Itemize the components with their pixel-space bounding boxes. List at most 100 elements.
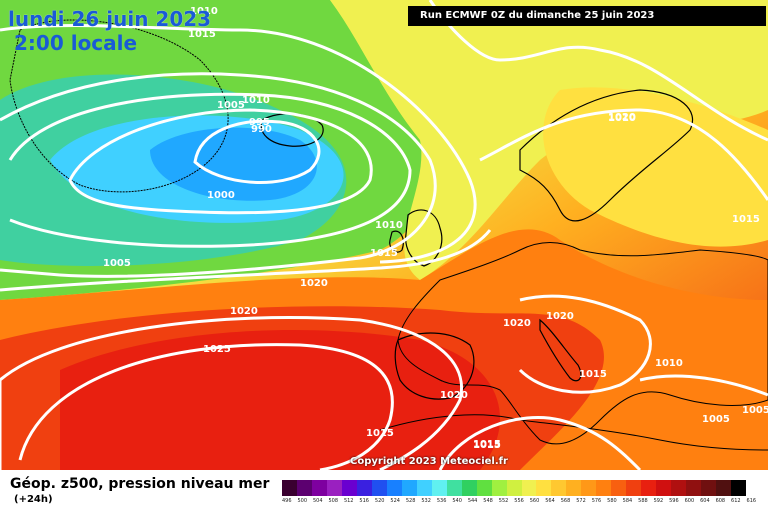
- color-scale-cell: [551, 480, 567, 496]
- color-scale-tick: 548: [483, 498, 493, 504]
- isobar-label: 1005: [103, 258, 131, 269]
- color-scale-tick: 604: [700, 498, 710, 504]
- color-scale-tick: 528: [405, 498, 416, 504]
- color-scale-tick: 560: [529, 498, 540, 504]
- color-scale-tick: 552: [498, 498, 509, 504]
- color-scale-tick: 556: [514, 498, 524, 504]
- scandinavia-coastline: [519, 89, 694, 222]
- color-scale-cell: [506, 480, 522, 496]
- color-scale-cell: [446, 480, 462, 496]
- isobar-label: 1025: [203, 344, 231, 355]
- isobar-1015-south: [438, 415, 642, 470]
- color-scale-cell: [596, 480, 612, 496]
- color-scale-tick: 572: [576, 498, 586, 504]
- isobar-label: 1020: [440, 390, 468, 401]
- isobar-label: 1010: [242, 95, 270, 106]
- geopotential-zone-lightorange: [543, 87, 768, 247]
- color-scale-tick: 616: [746, 498, 757, 504]
- iberia-coastline: [394, 332, 475, 400]
- forecast-date: lundi 26 juin 2023: [8, 7, 212, 31]
- isobar-1020-south: [0, 316, 463, 470]
- color-scale-cell: [356, 480, 372, 496]
- italy-coastline: [539, 318, 582, 382]
- color-scale-tick: 592: [653, 498, 664, 504]
- color-scale-cell: [641, 480, 657, 496]
- color-scale-cell: [311, 480, 327, 496]
- color-scale-cell: [731, 480, 747, 496]
- isobar-label: 995: [249, 117, 270, 128]
- isobar-label: 1015: [579, 369, 607, 380]
- color-scale-labels: 496 500 504 508 512 516 520 524 528 532 536 540 544 5…: [282, 498, 762, 508]
- isobar-label: 1005: [742, 405, 768, 416]
- isobar-1000: [68, 108, 373, 215]
- isobar-1010: [0, 72, 437, 278]
- europe-coastline: [397, 242, 768, 445]
- isobar-1020-scandinavia: [428, 0, 768, 142]
- isobar-1020-north: [0, 229, 492, 292]
- color-scale-cell: [716, 480, 732, 496]
- color-scale-tick: 516: [359, 498, 369, 504]
- isobar-label: 1005: [702, 414, 730, 425]
- color-scale-tick: 544: [467, 498, 478, 504]
- isobar-1015-east: [479, 108, 768, 201]
- isobar-1015: [0, 24, 477, 264]
- color-scale-tick: 580: [607, 498, 617, 504]
- color-scale-cell: [626, 480, 642, 496]
- color-scale-cell: [326, 480, 342, 496]
- color-scale-cell: [386, 480, 402, 496]
- forecast-offset: (+24h): [14, 494, 53, 505]
- color-scale-tick: 504: [312, 498, 323, 504]
- color-scale-cell: [416, 480, 432, 496]
- isobar-1025: [18, 343, 394, 470]
- color-scale-cell: [296, 480, 312, 496]
- color-scale-tick: 540: [452, 498, 462, 504]
- run-banner: Run ECMWF 0Z du dimanche 25 juin 2023: [408, 6, 766, 26]
- color-scale-cell: [491, 480, 507, 496]
- isobar-label: 1015: [370, 248, 398, 259]
- isobar-label: 1020: [230, 306, 258, 317]
- color-scale-tick: 496: [282, 498, 292, 504]
- isobar-label: 1010: [655, 358, 683, 369]
- isobar-label: 1010: [608, 113, 636, 124]
- ireland-coastline: [389, 230, 404, 253]
- isobar-995: [193, 119, 321, 184]
- isobar-label: 1010: [190, 6, 218, 17]
- color-scale-tick: 600: [684, 498, 695, 504]
- isobar-label: 1020: [546, 311, 574, 322]
- isobar-1005: [8, 92, 412, 248]
- color-scale-cell: [536, 480, 552, 496]
- isobar-label: 1005: [217, 100, 245, 111]
- color-scale-tick: 532: [421, 498, 431, 504]
- copyright: Copyright 2023 Meteociel.fr: [350, 456, 508, 467]
- isobar-label: 1015: [732, 214, 760, 225]
- legend-footer: Géop. z500, pression niveau mer (+24h) 4…: [0, 470, 768, 512]
- isobar-label: 1020: [608, 112, 636, 123]
- isobar-label: 1020: [503, 318, 531, 329]
- color-scale-tick: 512: [343, 498, 354, 504]
- color-scale-tick: 500: [297, 498, 308, 504]
- color-scale-cell: [581, 480, 597, 496]
- color-scale-cell: [476, 480, 492, 496]
- color-scale-tick: 596: [669, 498, 679, 504]
- color-scale-tick: 608: [715, 498, 726, 504]
- color-scale-cell: [656, 480, 672, 496]
- color-scale-cell: [686, 480, 702, 496]
- isobar-label: 990: [251, 124, 272, 135]
- isobar-1010-east: [518, 294, 652, 394]
- color-scale-cell: [701, 480, 717, 496]
- color-scale-cell: [671, 480, 687, 496]
- isobar-label: 1015: [366, 428, 394, 439]
- isobar-label: 1000: [207, 190, 235, 201]
- isobar-label: 1015: [473, 440, 501, 451]
- color-scale-cell: [566, 480, 582, 496]
- greenland-coastline: [9, 19, 229, 193]
- color-scale-cell: [341, 480, 357, 496]
- isobar-1005-east: [639, 374, 768, 397]
- color-scale-tick: 520: [374, 498, 385, 504]
- isobar-labels: 1010101510051010995990100010101015100510…: [103, 6, 768, 451]
- color-scale-tick: 536: [436, 498, 447, 504]
- color-scale-cell: [521, 480, 537, 496]
- color-scale-cell: [282, 480, 297, 496]
- color-scale-cell: [371, 480, 387, 496]
- map-title: Géop. z500, pression niveau mer: [10, 476, 270, 492]
